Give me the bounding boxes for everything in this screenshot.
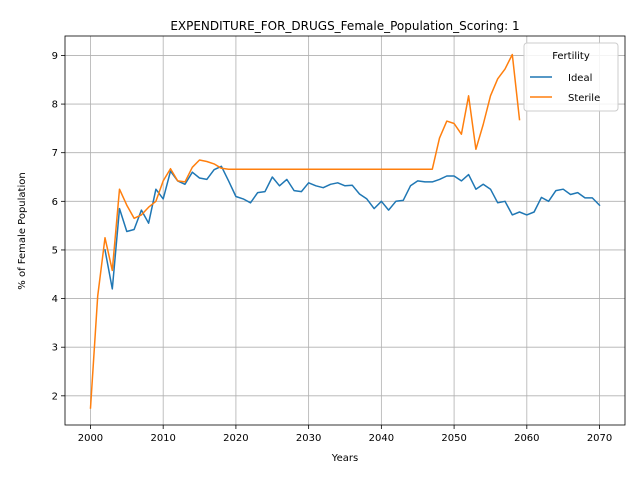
y-tick-label: 8 <box>52 100 58 111</box>
y-axis-ticks: 2 3 4 5 6 7 8 9 <box>52 51 65 402</box>
x-axis-label: Years <box>331 453 358 464</box>
x-tick-label: 2070 <box>587 433 612 444</box>
y-tick-label: 9 <box>52 51 58 62</box>
legend-title: Fertility <box>552 51 590 62</box>
series-group <box>89 53 601 409</box>
y-tick-label: 2 <box>52 391 58 402</box>
y-tick-label: 7 <box>52 148 58 159</box>
x-tick-label: 2050 <box>441 433 466 444</box>
y-tick-label: 3 <box>52 343 58 354</box>
x-tick-label: 2040 <box>369 433 394 444</box>
legend-box <box>523 42 619 112</box>
x-tick-label: 2010 <box>150 433 175 444</box>
legend: Fertility Ideal Sterile <box>523 42 619 112</box>
x-tick-label: 2020 <box>223 433 248 444</box>
chart-title: EXPENDITURE_FOR_DRUGS_Female_Population_… <box>170 19 519 33</box>
y-axis-label: % of Female Population <box>17 172 28 289</box>
y-tick-label: 4 <box>52 294 58 305</box>
y-tick-label: 5 <box>52 245 58 256</box>
x-tick-label: 2060 <box>514 433 539 444</box>
x-tick-label: 2000 <box>78 433 103 444</box>
y-tick-label: 6 <box>52 197 58 208</box>
legend-label-sterile: Sterile <box>568 93 600 104</box>
x-axis-ticks: 2000 2010 2020 2030 2040 2050 2060 2070 <box>78 425 612 444</box>
series-line-sterile <box>89 53 521 409</box>
legend-label-ideal: Ideal <box>568 73 592 84</box>
series-line-ideal <box>104 165 601 290</box>
plot-frame <box>64 35 626 426</box>
x-tick-label: 2030 <box>296 433 321 444</box>
